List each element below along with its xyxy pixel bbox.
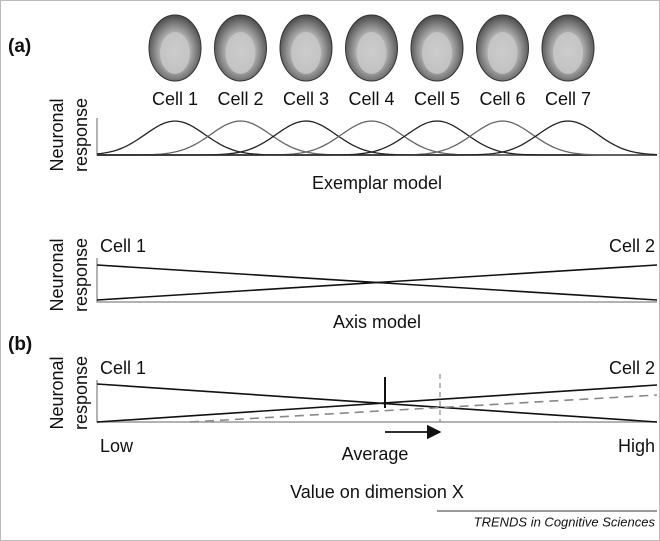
face-skin bbox=[226, 32, 256, 74]
x-label: Average bbox=[342, 444, 409, 464]
cell-label: Cell 5 bbox=[414, 89, 460, 109]
y-axis-label-line: Neuronal bbox=[47, 238, 67, 311]
panel-label: (a) bbox=[8, 36, 31, 57]
figure: (a) Cell 1 Cell 2 Cell 3 Cell 4 Cell 5 Cell 6… bbox=[0, 0, 660, 541]
face-skin bbox=[488, 32, 518, 74]
cell-label: Cell 6 bbox=[479, 89, 525, 109]
caption: Axis model bbox=[333, 312, 421, 332]
x-axis-title: Value on dimension X bbox=[290, 482, 464, 502]
x-label: Low bbox=[100, 436, 134, 456]
cell-label: Cell 3 bbox=[283, 89, 329, 109]
face-skin bbox=[291, 32, 321, 74]
x-label: High bbox=[618, 436, 655, 456]
cell-label: Cell 1 bbox=[100, 236, 146, 256]
cell-label: Cell 2 bbox=[609, 358, 655, 378]
cell-label: Cell 7 bbox=[545, 89, 591, 109]
face-skin bbox=[422, 32, 452, 74]
y-axis-label-line: response bbox=[71, 238, 91, 312]
y-axis-label-line: response bbox=[71, 98, 91, 172]
y-axis-label-line: Neuronal bbox=[47, 356, 67, 429]
cell-label: Cell 1 bbox=[152, 89, 198, 109]
face-skin bbox=[553, 32, 583, 74]
y-axis-label-line: response bbox=[71, 356, 91, 430]
cell-label: Cell 2 bbox=[609, 236, 655, 256]
face-skin bbox=[357, 32, 387, 74]
face-skin bbox=[160, 32, 190, 74]
footer: TRENDS in Cognitive Sciences bbox=[474, 514, 656, 529]
cell-label: Cell 2 bbox=[217, 89, 263, 109]
cell-label: Cell 1 bbox=[100, 358, 146, 378]
cell-label: Cell 4 bbox=[348, 89, 394, 109]
panel-label: (b) bbox=[8, 334, 32, 355]
y-axis-label-line: Neuronal bbox=[47, 98, 67, 171]
caption: Exemplar model bbox=[312, 173, 442, 193]
